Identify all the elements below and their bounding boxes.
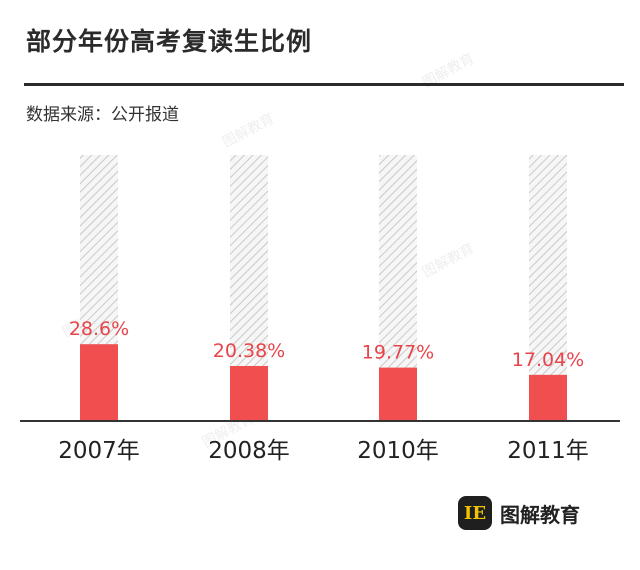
bar-3: [529, 374, 567, 420]
bar-1: [230, 365, 268, 420]
data-label: 17.04%: [512, 349, 584, 371]
data-label: 19.77%: [362, 342, 434, 364]
x-tick-label: 2010年: [357, 438, 439, 464]
chart-title: 部分年份高考复读生比例: [26, 27, 313, 56]
x-tick-label: 2008年: [208, 438, 290, 464]
bar-2: [379, 367, 417, 420]
data-source: 数据来源：公开报道: [26, 105, 179, 125]
data-label: 20.38%: [213, 340, 285, 362]
brand-name: 图解教育: [500, 502, 580, 527]
x-tick-label: 2007年: [58, 438, 140, 464]
bar-0: [80, 344, 118, 420]
title-divider: [24, 83, 624, 86]
brand-logo-icon: IE: [458, 496, 492, 530]
brand-mark: IE 图解教育: [458, 496, 580, 530]
data-label: 28.6%: [69, 318, 129, 340]
x-tick-label: 2011年: [507, 438, 589, 464]
